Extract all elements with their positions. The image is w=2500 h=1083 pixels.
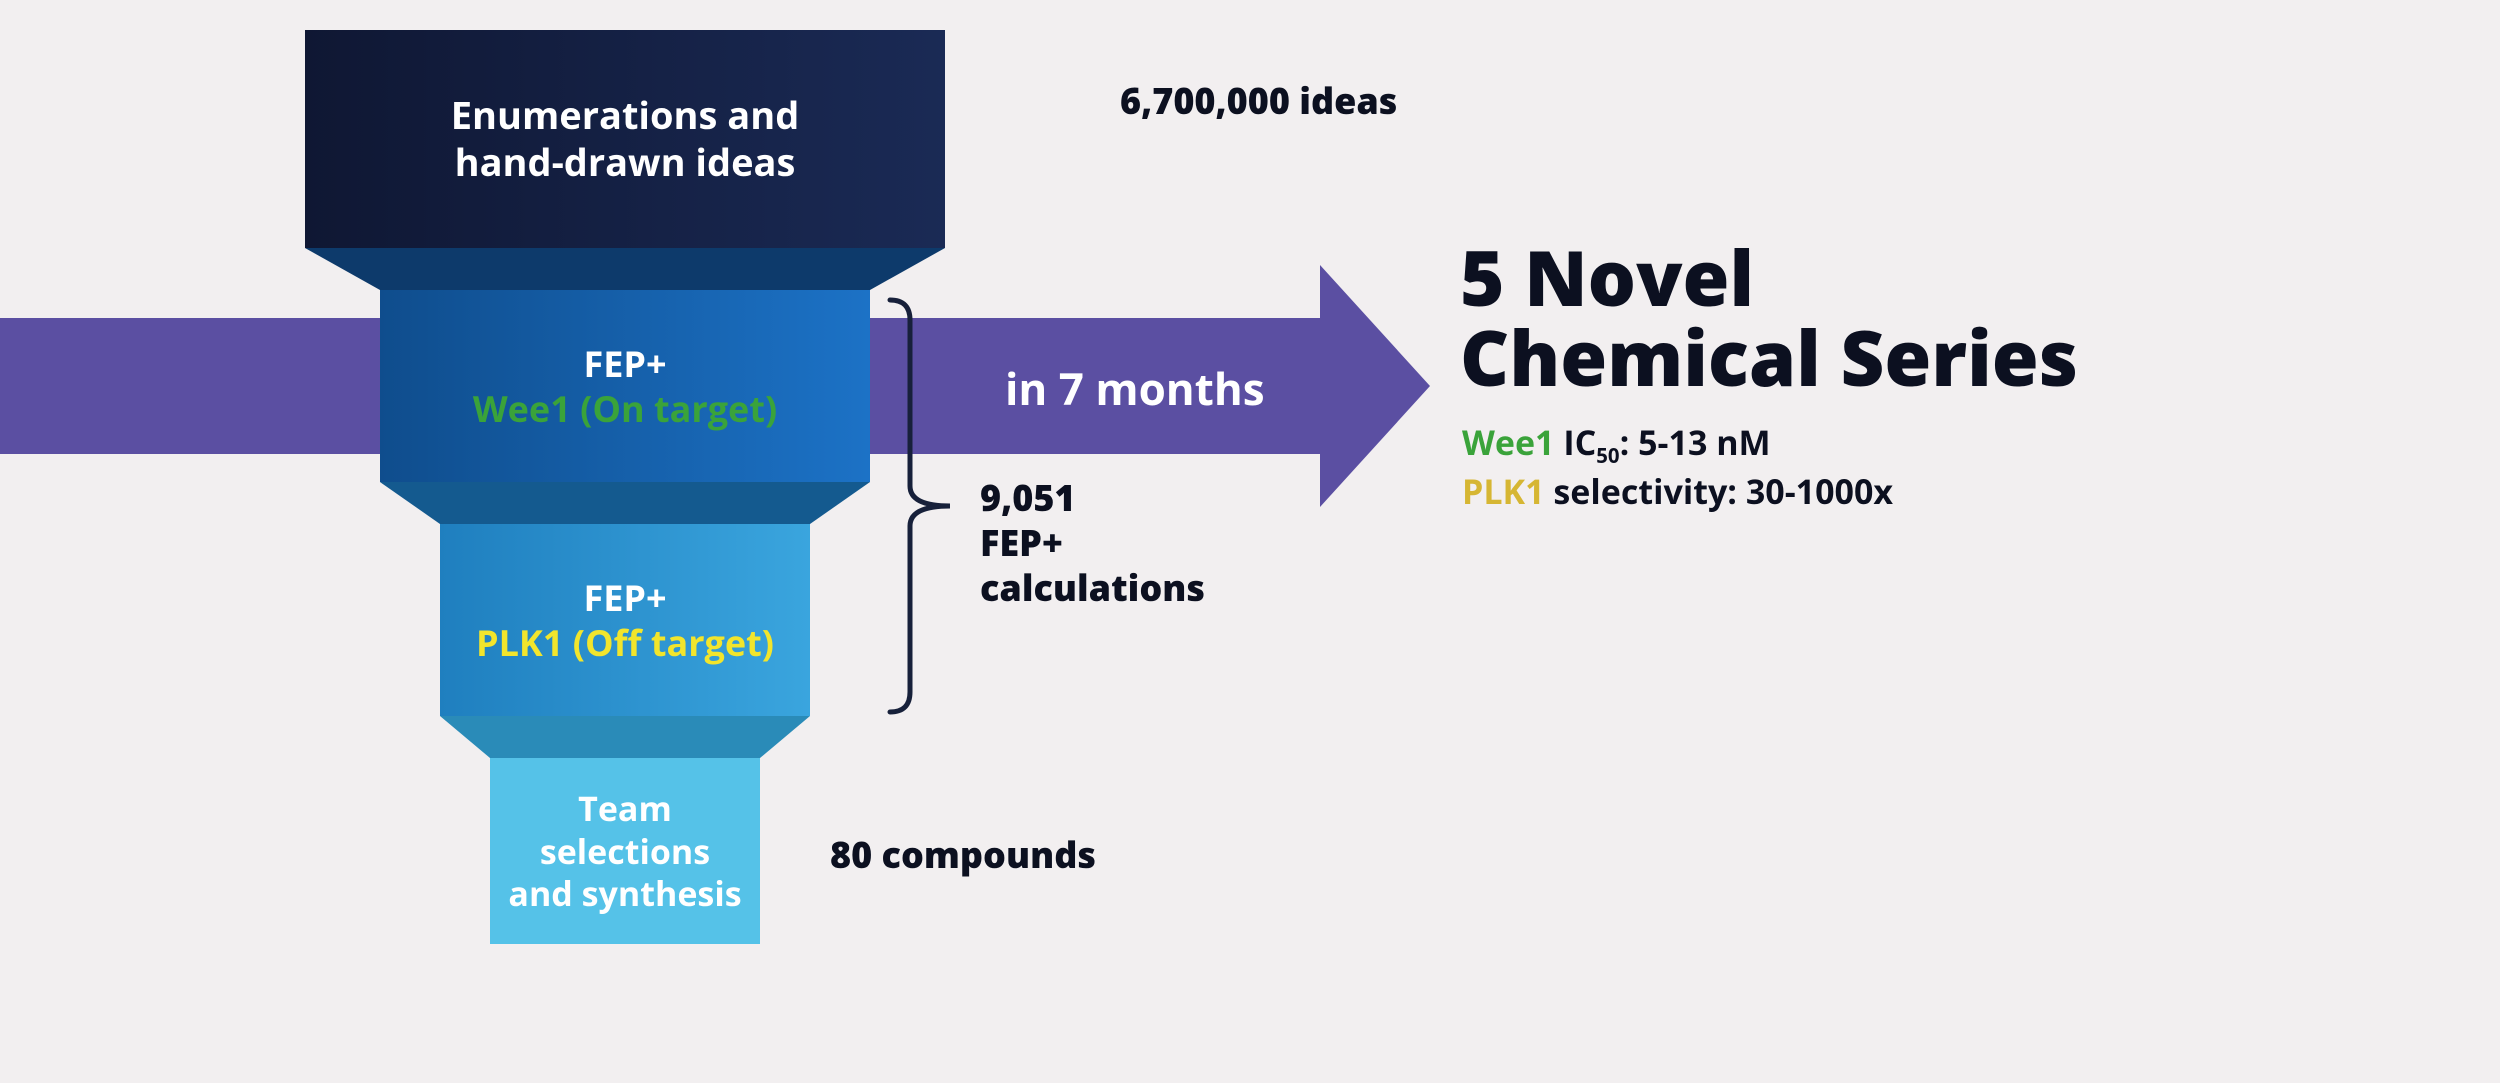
- brace-icon: [0, 0, 2500, 1083]
- result-wee1-value: : 5-13 nM: [1620, 419, 1771, 465]
- result-title-line2: Chemical Series: [1460, 318, 2078, 398]
- result-plk1-prefix: PLK1: [1462, 468, 1545, 514]
- result-title: 5 Novel Chemical Series: [1460, 238, 2078, 398]
- diagram-canvas: in 7 months Enumerations andhand-drawn i…: [0, 0, 2500, 1083]
- result-wee1-subscript: 50: [1596, 441, 1619, 469]
- brace-label-line3: calculations: [980, 565, 1205, 610]
- brace-label-line2: FEP+: [980, 520, 1205, 565]
- brace-label: 9,051 FEP+ calculations: [980, 475, 1205, 610]
- result-subtext: Wee1 IC50: 5-13 nM PLK1 selectivity: 30-…: [1462, 420, 1893, 515]
- result-wee1-line: Wee1 IC50: 5-13 nM: [1462, 420, 1893, 469]
- result-wee1-prefix: Wee1: [1462, 419, 1555, 465]
- result-plk1-value: selectivity: 30-1000x: [1545, 468, 1893, 514]
- result-wee1-ic: IC: [1555, 419, 1597, 465]
- brace-label-line1: 9,051: [980, 475, 1205, 520]
- result-plk1-line: PLK1 selectivity: 30-1000x: [1462, 469, 1893, 515]
